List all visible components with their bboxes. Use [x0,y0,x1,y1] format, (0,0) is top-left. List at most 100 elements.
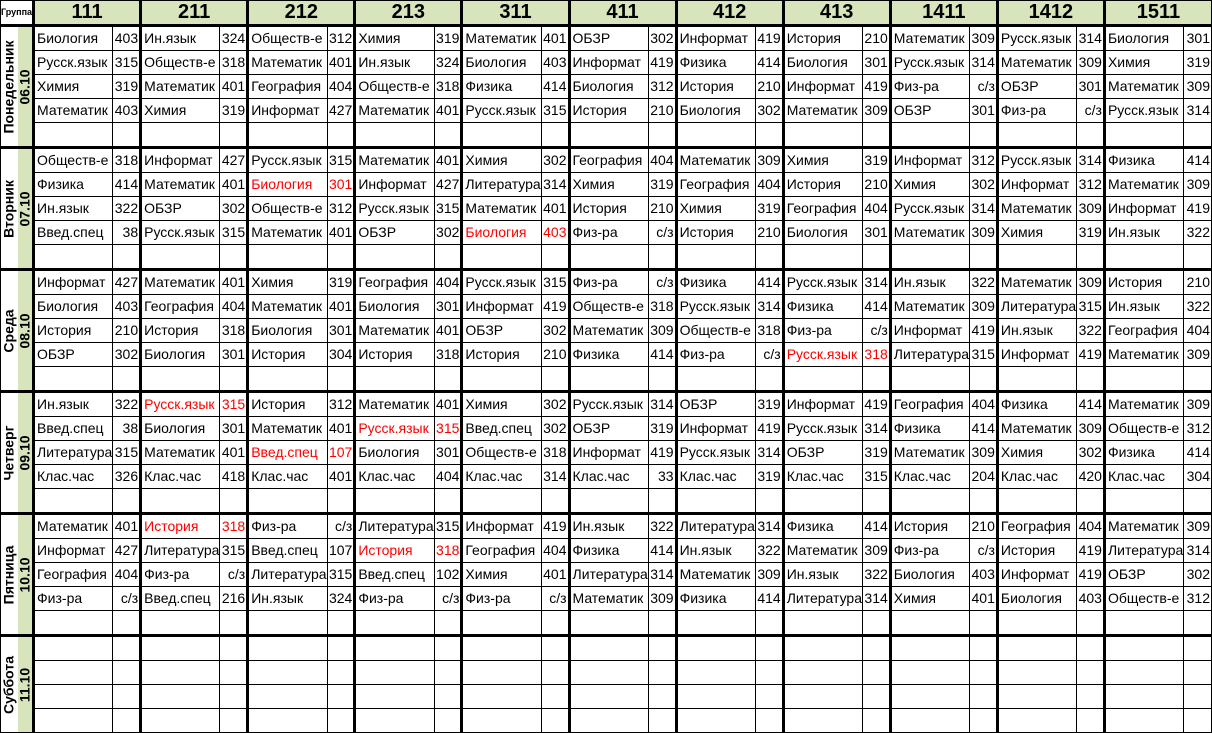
subject-cell[interactable]: Русск.язык [460,268,542,295]
subject-cell[interactable]: Биология [139,416,221,441]
subject-cell[interactable] [32,684,114,709]
group-header-1412[interactable]: 1412 [995,0,1105,27]
room-cell[interactable]: 301 [433,294,463,319]
subject-cell[interactable]: Русск.язык [888,196,971,221]
subject-cell[interactable]: Русск.язык [246,146,328,173]
subject-cell[interactable]: Математик [353,146,435,173]
subject-cell[interactable]: Литература [674,512,756,539]
subject-cell[interactable]: Химия [460,390,542,417]
subject-cell[interactable]: История [781,24,864,51]
room-cell[interactable]: 414 [862,512,891,539]
subject-cell[interactable]: Информат [888,146,971,173]
subject-cell[interactable]: Математик [567,586,649,611]
room-cell[interactable]: 302 [112,342,142,367]
room-cell[interactable] [433,244,463,270]
room-cell[interactable] [326,660,356,685]
room-cell[interactable] [754,366,784,392]
room-cell[interactable] [112,610,142,636]
subject-cell[interactable]: Обществ-е [353,74,435,99]
subject-cell[interactable] [995,660,1078,685]
subject-cell[interactable] [246,610,328,636]
room-cell[interactable] [1076,244,1105,270]
room-cell[interactable]: 401 [433,318,463,343]
subject-cell[interactable]: Обществ-е [246,196,328,221]
room-cell[interactable]: 33 [647,464,677,489]
subject-cell[interactable]: Информат [460,512,542,539]
subject-cell[interactable]: История [353,538,435,563]
subject-cell[interactable]: Клас.час [1102,464,1185,489]
room-cell[interactable]: с/з [647,268,677,295]
subject-cell[interactable]: Русск.язык [139,220,221,245]
room-cell[interactable]: 419 [1076,342,1105,367]
subject-cell[interactable]: Русск.язык [781,416,864,441]
room-cell[interactable]: 309 [1076,416,1105,441]
room-cell[interactable]: 403 [1076,586,1105,611]
subject-cell[interactable] [353,684,435,709]
subject-cell[interactable] [888,634,971,661]
room-cell[interactable] [754,684,784,709]
subject-cell[interactable] [460,244,542,270]
subject-cell[interactable]: Химия [995,440,1078,465]
subject-cell[interactable]: Биология [674,98,756,123]
subject-cell[interactable]: Обществ-е [674,318,756,343]
room-cell[interactable]: 401 [219,268,249,295]
room-cell[interactable]: 419 [540,512,570,539]
room-cell[interactable]: 38 [112,416,142,441]
room-cell[interactable]: 401 [969,586,998,611]
subject-cell[interactable] [888,610,971,636]
room-cell[interactable]: с/з [112,586,142,611]
room-cell[interactable]: с/з [969,74,998,99]
room-cell[interactable]: 315 [219,538,249,563]
room-cell[interactable] [969,244,998,270]
room-cell[interactable]: 309 [1183,74,1212,99]
subject-cell[interactable]: Введ.спец [32,220,114,245]
subject-cell[interactable] [567,634,649,661]
subject-cell[interactable]: Физика [674,586,756,611]
subject-cell[interactable] [1102,244,1185,270]
subject-cell[interactable]: ОБЗР [32,342,114,367]
room-cell[interactable]: 318 [219,512,249,539]
room-cell[interactable]: 312 [1183,586,1212,611]
subject-cell[interactable] [567,366,649,392]
subject-cell[interactable] [32,488,114,514]
subject-cell[interactable]: Физика [460,74,542,99]
room-cell[interactable] [1076,122,1105,148]
subject-cell[interactable] [1102,366,1185,392]
room-cell[interactable] [647,488,677,514]
room-cell[interactable]: 314 [969,50,998,75]
room-cell[interactable]: 322 [1183,220,1212,245]
subject-cell[interactable]: История [567,196,649,221]
subject-cell[interactable]: Литература [139,538,221,563]
subject-cell[interactable]: Информат [995,342,1078,367]
subject-cell[interactable]: Биология [460,220,542,245]
room-cell[interactable] [219,244,249,270]
subject-cell[interactable]: Ин.язык [781,562,864,587]
subject-cell[interactable] [995,244,1078,270]
room-cell[interactable]: 419 [540,294,570,319]
subject-cell[interactable]: Русск.язык [353,196,435,221]
room-cell[interactable]: 404 [969,390,998,417]
subject-cell[interactable] [246,244,328,270]
room-cell[interactable] [433,366,463,392]
subject-cell[interactable] [674,610,756,636]
subject-cell[interactable] [674,634,756,661]
room-cell[interactable]: 414 [1076,390,1105,417]
subject-cell[interactable]: География [246,74,328,99]
subject-cell[interactable] [567,660,649,685]
subject-cell[interactable]: Математик [460,24,542,51]
room-cell[interactable]: 414 [647,538,677,563]
subject-cell[interactable]: Математик [139,172,221,197]
room-cell[interactable] [112,122,142,148]
room-cell[interactable]: 322 [969,268,998,295]
subject-cell[interactable]: Математик [888,440,971,465]
room-cell[interactable]: 102 [433,562,463,587]
subject-cell[interactable]: Русск.язык [995,24,1078,51]
subject-cell[interactable] [32,610,114,636]
subject-cell[interactable]: Физ-ра [674,342,756,367]
room-cell[interactable]: 318 [754,318,784,343]
subject-cell[interactable] [781,684,864,709]
room-cell[interactable]: 403 [112,24,142,51]
subject-cell[interactable]: Математик [32,512,114,539]
subject-cell[interactable]: Русск.язык [888,50,971,75]
subject-cell[interactable]: Ин.язык [1102,220,1185,245]
